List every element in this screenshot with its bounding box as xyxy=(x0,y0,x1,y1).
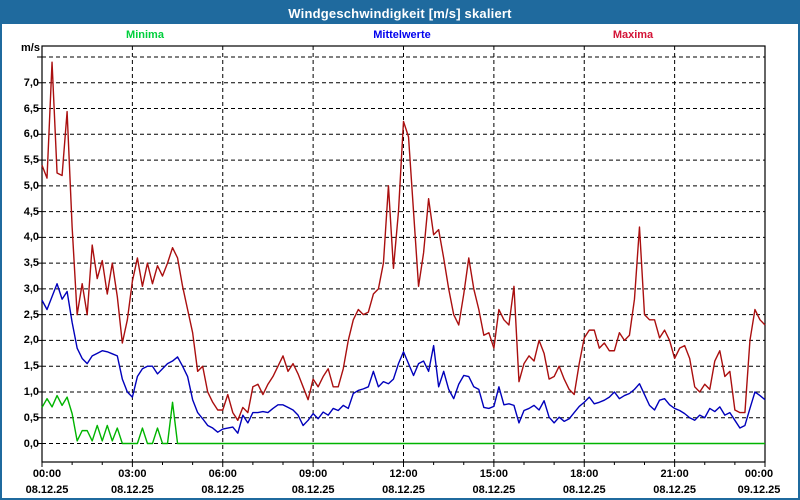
title-bar: Windgeschwindigkeit [m/s] skaliert xyxy=(2,2,798,24)
legend-label-minima: Minima xyxy=(126,29,164,41)
series-line-minima xyxy=(41,394,765,445)
series-line-mittelwerte xyxy=(41,283,766,434)
legend-label-maxima: Maxima xyxy=(612,29,654,41)
legend-label-mittelwerte: Mittelwerte xyxy=(373,29,431,41)
page-title: Windgeschwindigkeit [m/s] skaliert xyxy=(288,5,512,21)
y-axis-unit-label: m/s xyxy=(21,42,40,54)
series-line-maxima xyxy=(41,61,766,422)
